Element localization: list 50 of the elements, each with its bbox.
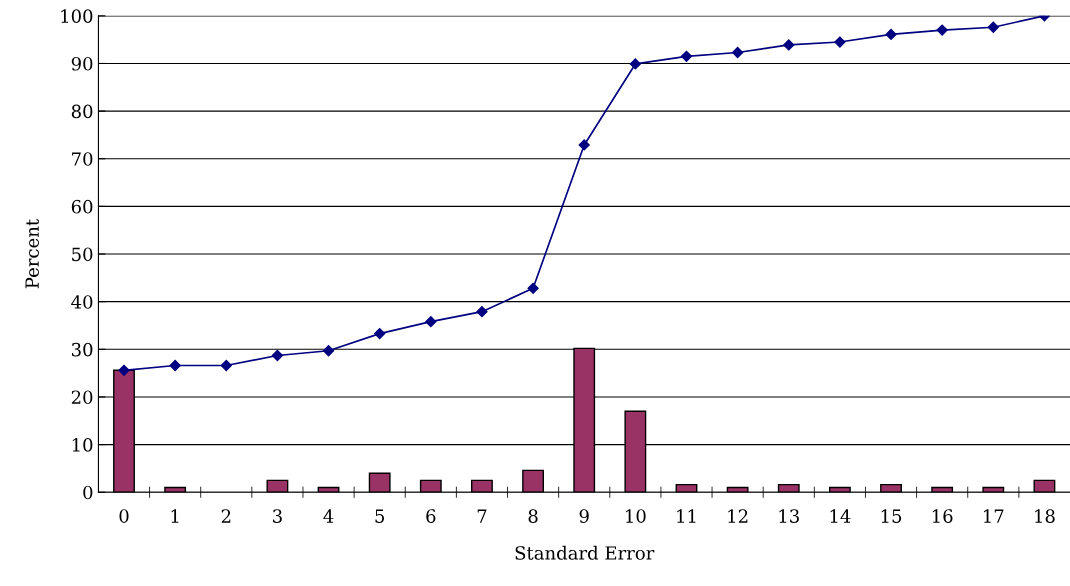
y-tick-label: 100 xyxy=(61,9,93,23)
point xyxy=(527,282,539,294)
x-tick-label: 0 xyxy=(119,509,129,523)
y-tick-label: 0 xyxy=(83,485,93,500)
x-axis-title: Standard Error xyxy=(515,545,655,560)
x-tick-label: 18 xyxy=(1035,509,1055,523)
point xyxy=(169,359,181,372)
y-tick-label: 80 xyxy=(71,104,93,119)
x-tick-label: 2 xyxy=(221,509,231,523)
point xyxy=(987,21,999,33)
x-tick-label: 1 xyxy=(171,509,179,523)
x-tick-label: 12 xyxy=(728,509,748,523)
y-tick-label: 90 xyxy=(71,56,93,71)
x-tick-label: 8 xyxy=(528,509,538,523)
point xyxy=(118,364,130,376)
x-tick-label: 17 xyxy=(984,509,1004,523)
point xyxy=(578,139,590,151)
point xyxy=(271,349,284,362)
point xyxy=(885,28,897,41)
x-tick-label: 16 xyxy=(932,509,953,523)
x-tick-label: 10 xyxy=(626,509,646,523)
x-tick-label: 11 xyxy=(677,509,696,523)
x-tick-label: 4 xyxy=(323,509,334,523)
point xyxy=(834,36,846,48)
point xyxy=(322,345,335,357)
y-tick-label: 40 xyxy=(71,295,93,309)
y-axis-title: Percent xyxy=(25,219,39,289)
x-tick-label: 5 xyxy=(375,509,385,523)
point xyxy=(374,327,386,340)
point xyxy=(680,50,693,62)
y-tick-label: 70 xyxy=(72,152,93,166)
y-tick-label: 50 xyxy=(72,247,93,262)
y-tick-label: 10 xyxy=(72,438,93,452)
y-tick-label: 20 xyxy=(71,390,93,405)
point xyxy=(629,58,641,70)
y-tick-label: 30 xyxy=(71,342,93,357)
point xyxy=(936,24,948,36)
x-tick-label: 9 xyxy=(579,509,589,523)
point xyxy=(476,306,488,318)
x-tick-label: 13 xyxy=(779,509,799,523)
y-tick-label: 60 xyxy=(71,199,93,214)
point xyxy=(220,359,232,372)
x-tick-label: 14 xyxy=(830,509,851,523)
x-tick-label: 3 xyxy=(273,509,282,523)
point xyxy=(425,316,437,328)
point xyxy=(732,46,744,59)
x-tick-label: 15 xyxy=(881,509,902,523)
x-tick-label: 6 xyxy=(426,509,436,523)
point xyxy=(783,39,795,51)
x-tick-label: 7 xyxy=(477,509,487,523)
